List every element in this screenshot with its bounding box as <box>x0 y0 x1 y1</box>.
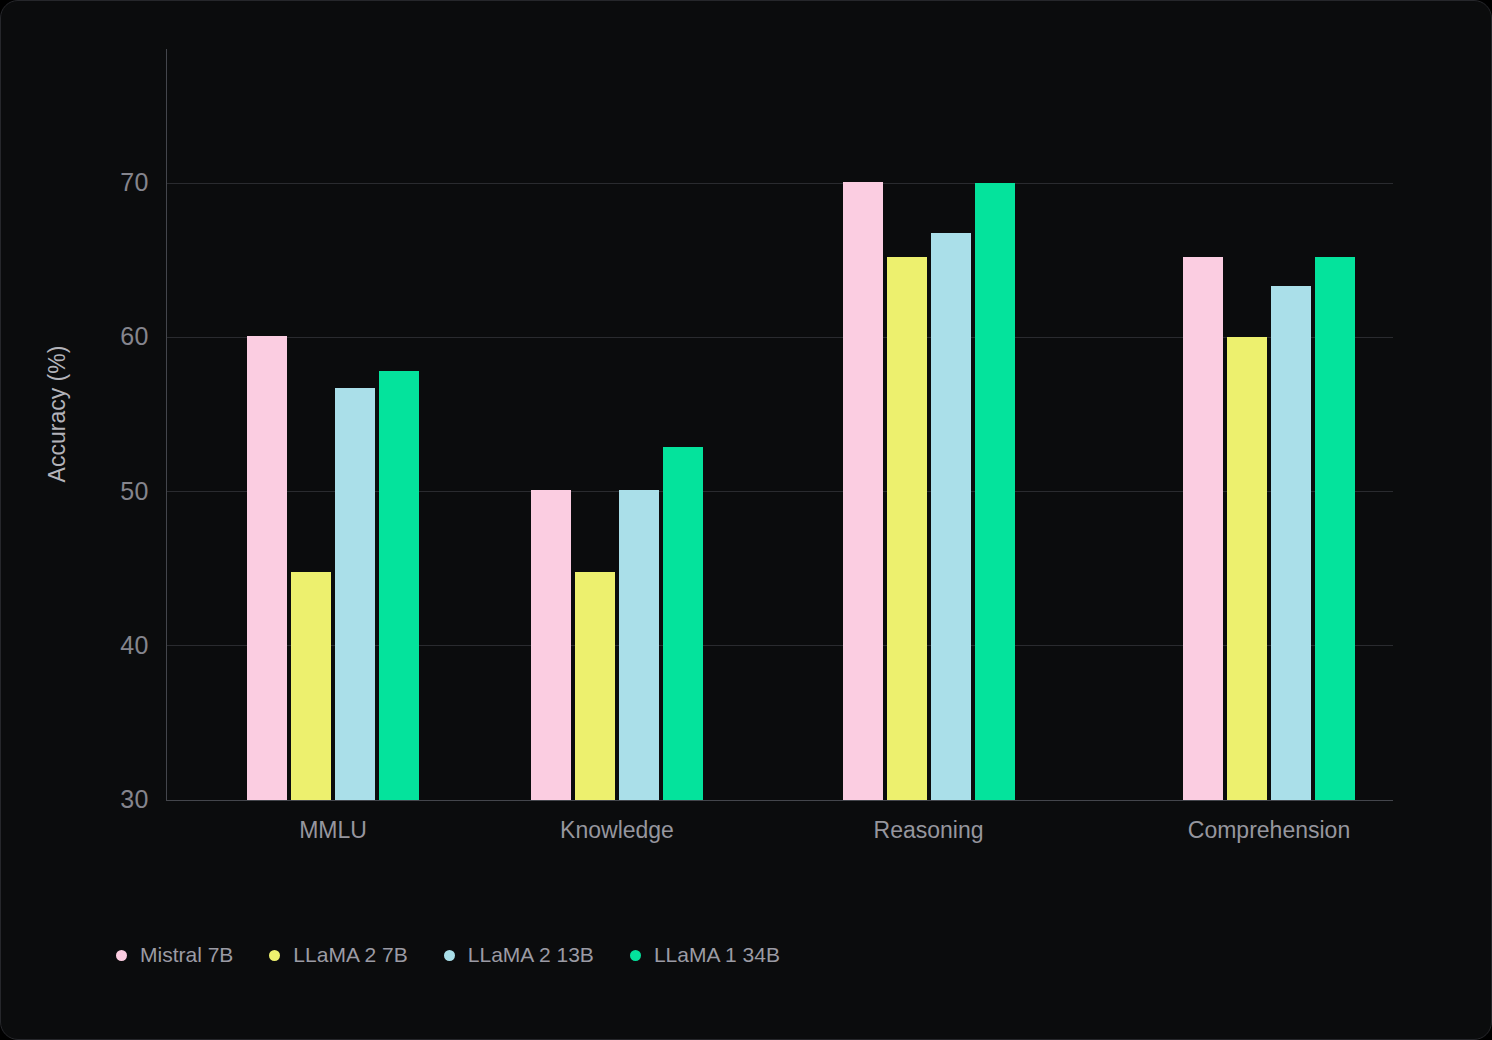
legend-label: LLaMA 1 34B <box>654 943 780 967</box>
bar-group-reasoning <box>843 49 1015 800</box>
legend-label: LLaMA 2 7B <box>293 943 407 967</box>
legend-label: Mistral 7B <box>140 943 233 967</box>
bar-mistral-7b-knowledge <box>531 490 571 800</box>
plot-area <box>167 49 1393 800</box>
y-tick-label: 70 <box>120 168 149 197</box>
bar-llama-1-34b-mmlu <box>379 371 419 800</box>
bar-llama-1-34b-reasoning <box>975 183 1015 800</box>
bar-llama-1-34b-comprehension <box>1315 257 1355 800</box>
y-axis-line <box>166 49 167 800</box>
legend-item-llama-1-34b[interactable]: LLaMA 1 34B <box>630 943 780 967</box>
bar-llama-2-7b-knowledge <box>575 572 615 800</box>
x-axis-line <box>166 800 1393 801</box>
bar-llama-2-7b-comprehension <box>1227 337 1267 800</box>
bar-mistral-7b-reasoning <box>843 182 883 800</box>
bar-mistral-7b-mmlu <box>247 336 287 800</box>
chart-panel: Accuracy (%) 3040506070 MMLUKnowledgeRea… <box>0 0 1492 1040</box>
y-tick-label: 60 <box>120 322 149 351</box>
legend-swatch-icon <box>116 950 127 961</box>
category-label-knowledge: Knowledge <box>560 817 674 844</box>
bar-llama-2-13b-reasoning <box>931 233 971 800</box>
bar-llama-2-13b-comprehension <box>1271 286 1311 800</box>
y-tick-labels: 3040506070 <box>1 49 149 800</box>
bar-llama-2-13b-knowledge <box>619 490 659 800</box>
legend-swatch-icon <box>269 950 280 961</box>
category-label-reasoning: Reasoning <box>874 817 984 844</box>
category-label-comprehension: Comprehension <box>1188 817 1350 844</box>
bar-llama-2-7b-reasoning <box>887 257 927 800</box>
bar-group-mmlu <box>247 49 419 800</box>
bar-llama-2-13b-mmlu <box>335 388 375 800</box>
legend-item-llama-2-13b[interactable]: LLaMA 2 13B <box>444 943 594 967</box>
y-tick-label: 30 <box>120 785 149 814</box>
legend: Mistral 7B LLaMA 2 7B LLaMA 2 13B LLaMA 1 3… <box>116 943 780 967</box>
legend-label: LLaMA 2 13B <box>468 943 594 967</box>
y-tick-label: 40 <box>120 631 149 660</box>
legend-swatch-icon <box>444 950 455 961</box>
legend-item-llama-2-7b[interactable]: LLaMA 2 7B <box>269 943 407 967</box>
legend-swatch-icon <box>630 950 641 961</box>
x-category-labels: MMLU Knowledge Reasoning Comprehension <box>167 817 1393 851</box>
bar-group-comprehension <box>1183 49 1355 800</box>
y-tick-label: 50 <box>120 476 149 505</box>
bar-group-knowledge <box>531 49 703 800</box>
bar-mistral-7b-comprehension <box>1183 257 1223 800</box>
bar-llama-1-34b-knowledge <box>663 447 703 800</box>
category-label-mmlu: MMLU <box>299 817 367 844</box>
bar-llama-2-7b-mmlu <box>291 572 331 800</box>
legend-item-mistral-7b[interactable]: Mistral 7B <box>116 943 233 967</box>
